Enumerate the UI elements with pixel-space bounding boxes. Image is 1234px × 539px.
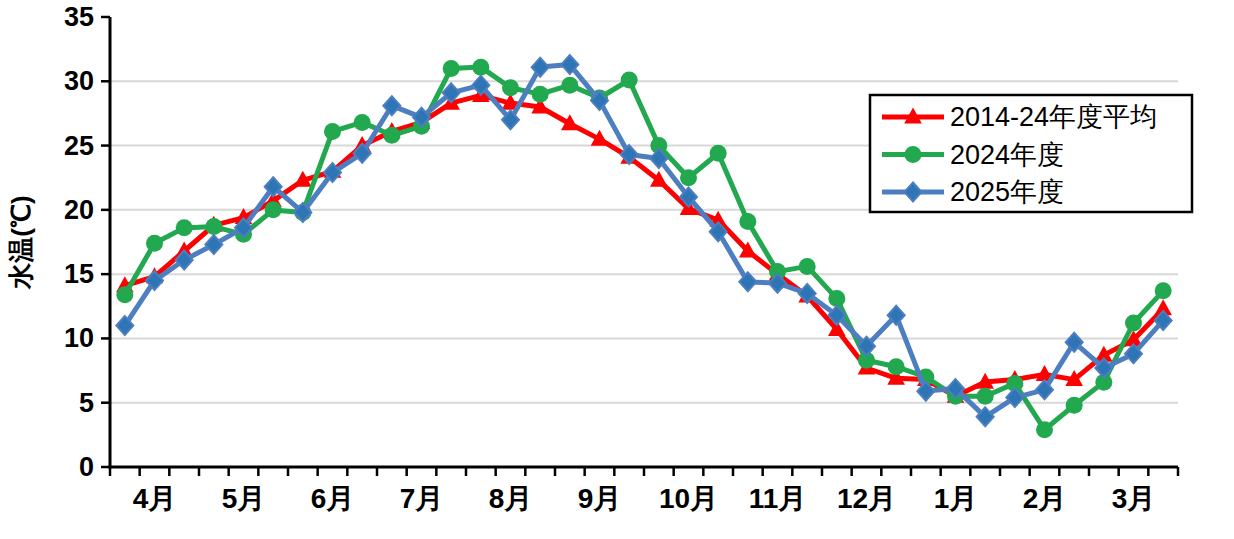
data-point: [146, 235, 163, 252]
water-temperature-chart: 0 5 10 15 20 25 30 35 4月 5月 6月 7月 8月 9月 10月 11月 12月 1月 2月 3…: [0, 0, 1234, 539]
legend-label: 2025年度: [950, 177, 1064, 207]
x-month-label: 9月: [578, 483, 622, 514]
x-month-label: 7月: [400, 483, 444, 514]
legend-label: 2014-24年度平均: [950, 102, 1157, 132]
y-tick-label: 25: [64, 131, 94, 161]
data-point: [472, 59, 489, 76]
x-month-label: 3月: [1112, 483, 1156, 514]
data-point: [265, 201, 282, 218]
legend: 2014-24年度平均 2024年度 2025年度: [870, 95, 1192, 212]
data-point: [680, 169, 697, 186]
x-month-label: 8月: [489, 483, 533, 514]
data-point: [176, 219, 193, 236]
data-point: [502, 79, 519, 96]
data-point: [799, 258, 816, 275]
y-tick-label: 20: [64, 195, 94, 225]
data-point: [1125, 315, 1142, 332]
y-tick-label: 5: [79, 388, 94, 418]
data-point: [443, 60, 460, 77]
data-point: [205, 218, 222, 235]
data-point: [977, 388, 994, 405]
x-month-label: 11月: [749, 483, 807, 514]
x-month-label: 10月: [659, 483, 718, 514]
y-tick-label: 10: [64, 323, 94, 353]
data-point: [383, 127, 400, 144]
x-month-label: 5月: [222, 483, 266, 514]
y-tick-label: 15: [64, 259, 94, 289]
data-point: [739, 213, 756, 230]
data-point: [324, 123, 341, 140]
x-month-label: 2月: [1023, 483, 1067, 514]
data-point: [621, 72, 638, 89]
data-point: [354, 114, 371, 131]
y-axis-title: 水温(℃): [6, 195, 36, 289]
legend-label: 2024年度: [950, 140, 1064, 170]
chart-svg: 0 5 10 15 20 25 30 35 4月 5月 6月 7月 8月 9月 10月 11月 12月 1月 2月 3…: [0, 0, 1234, 539]
x-month-label: 6月: [311, 483, 355, 514]
y-tick-label: 0: [79, 452, 94, 482]
data-point: [905, 146, 922, 163]
data-point: [561, 77, 578, 94]
data-point: [1066, 397, 1083, 414]
x-month-label: 4月: [133, 483, 177, 514]
data-point: [532, 86, 549, 103]
data-point: [205, 235, 222, 254]
y-tick-label: 35: [64, 2, 94, 32]
data-point: [1036, 421, 1053, 438]
data-point: [116, 286, 133, 303]
data-point: [1155, 282, 1172, 299]
y-tick-label: 30: [64, 66, 94, 96]
data-point: [888, 358, 905, 375]
data-point: [710, 145, 727, 162]
x-month-label: 12月: [837, 483, 896, 514]
x-month-label: 1月: [934, 483, 978, 514]
